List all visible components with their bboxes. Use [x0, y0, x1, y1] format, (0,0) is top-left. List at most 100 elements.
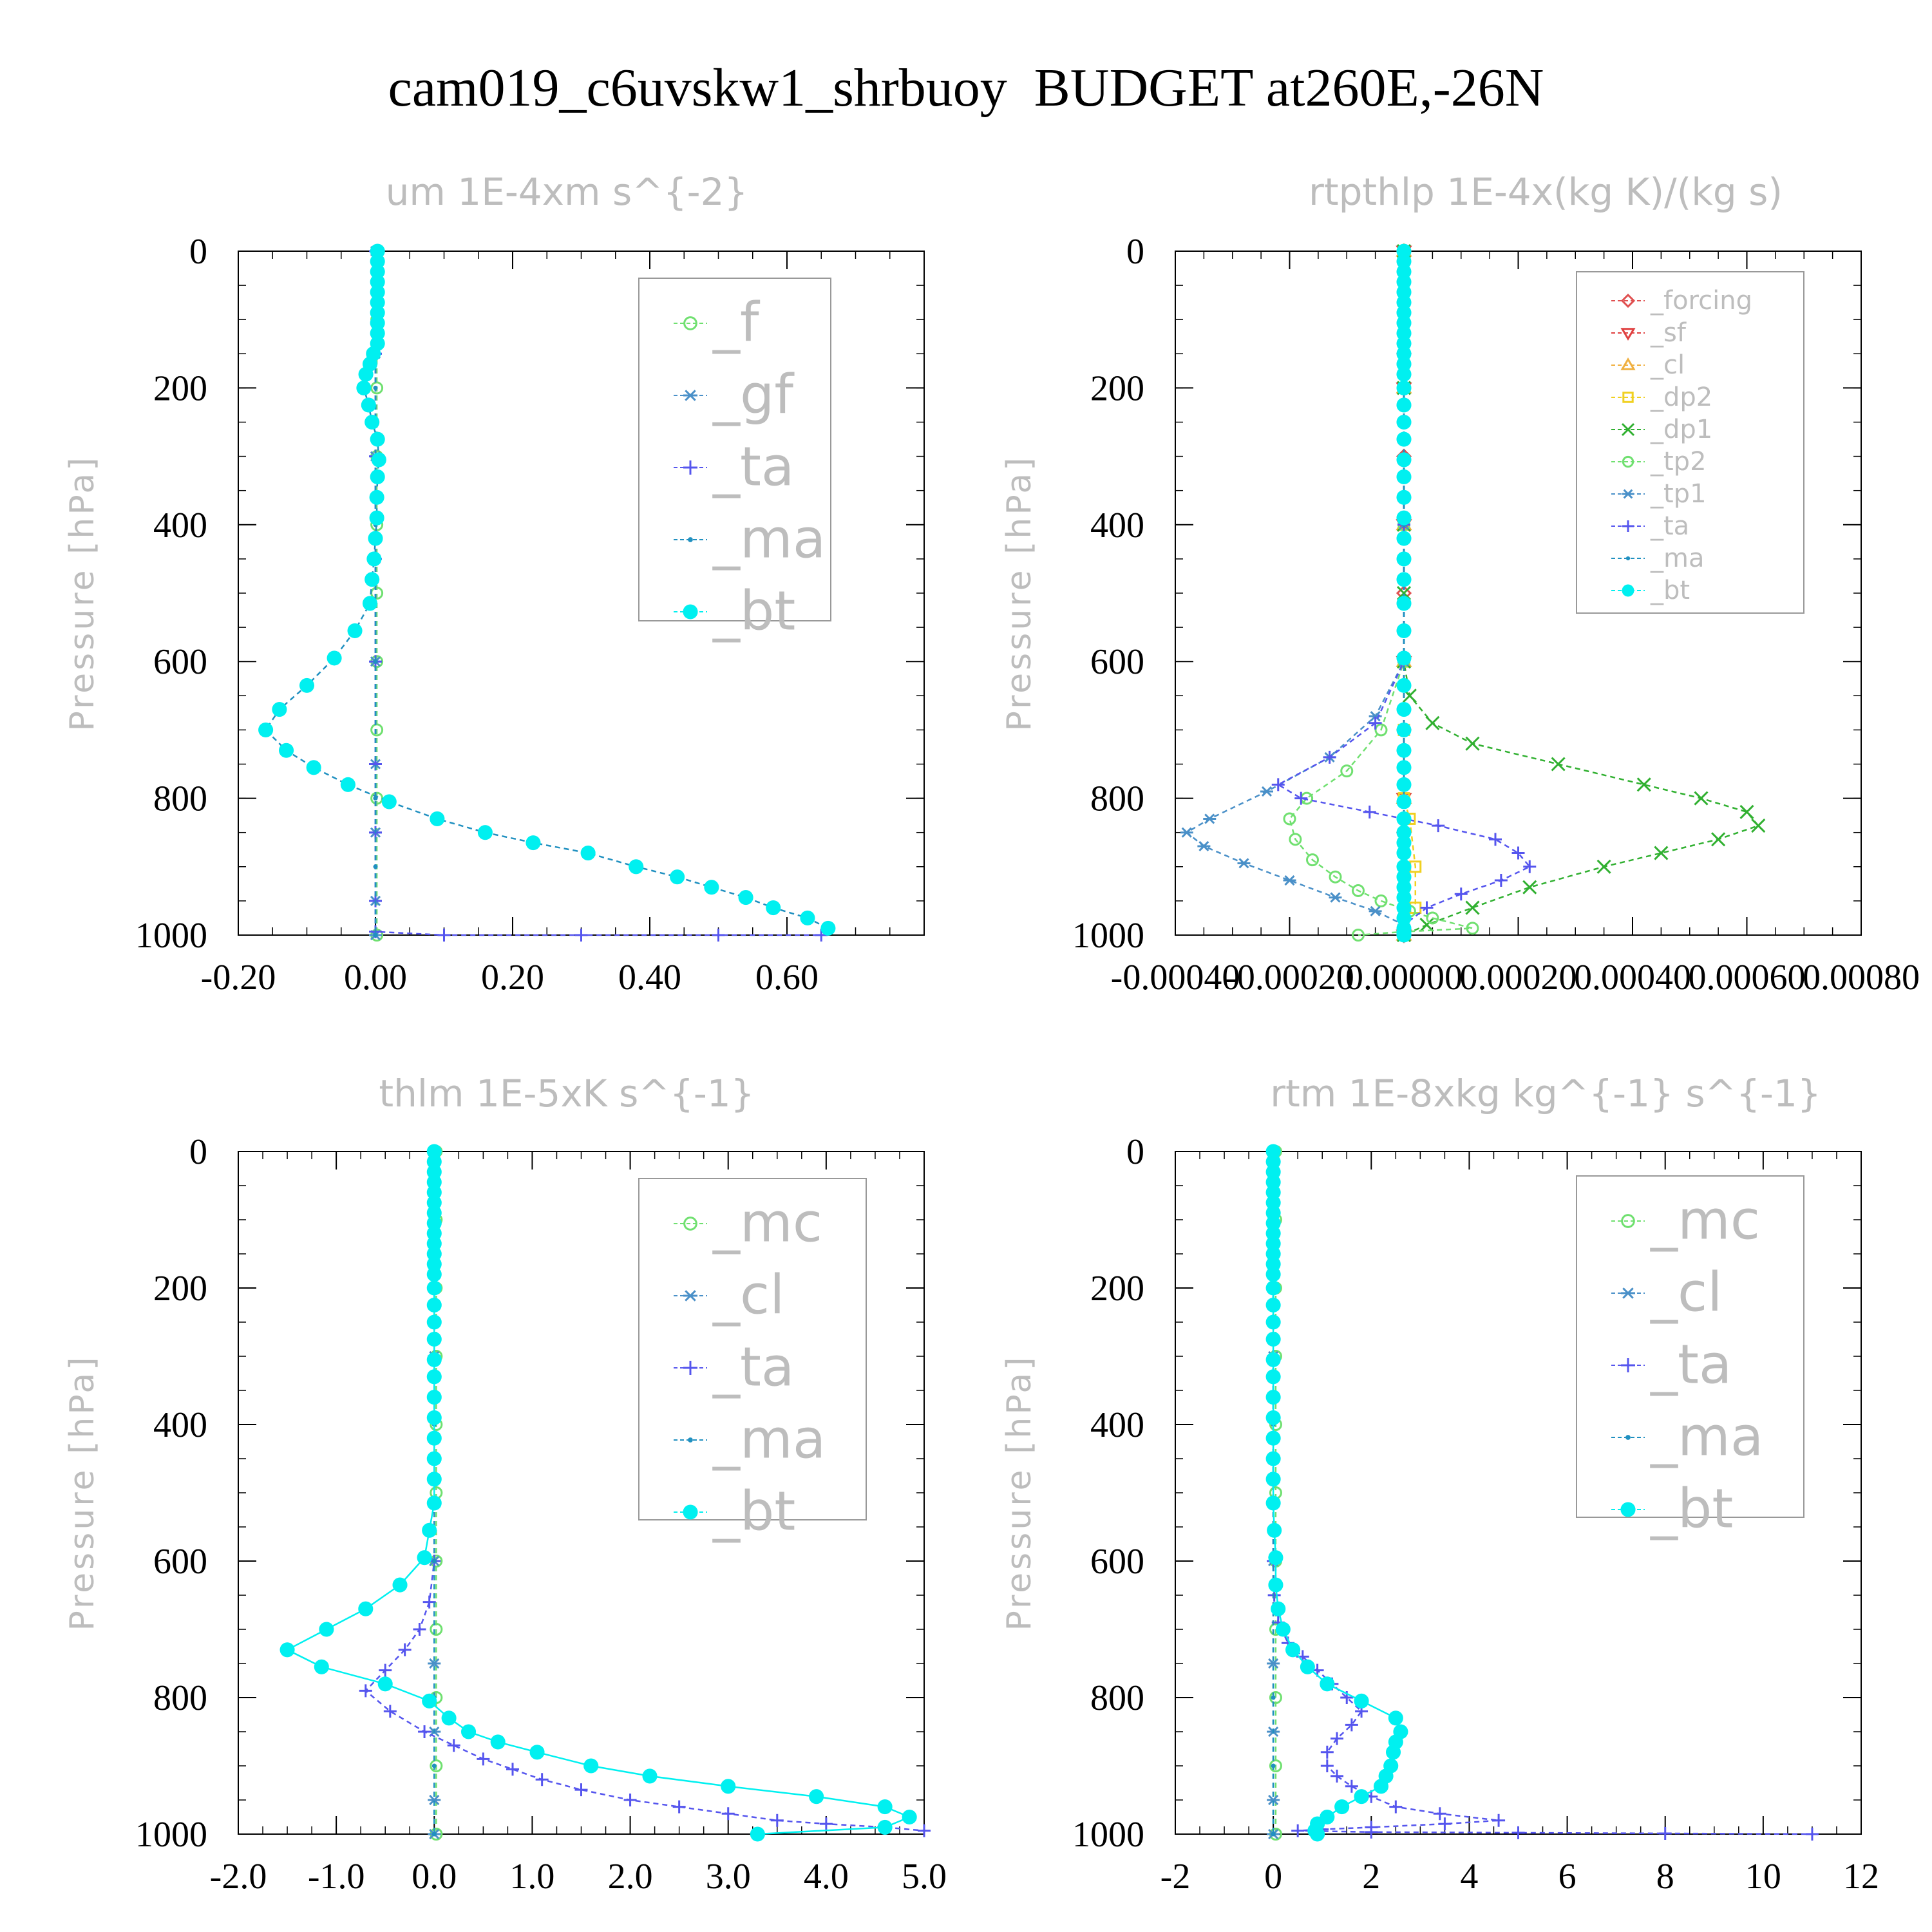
data-point	[1268, 1550, 1283, 1566]
x-tick-label: 0.00	[344, 958, 407, 998]
data-point	[766, 900, 781, 916]
legend-marker	[1620, 293, 1636, 308]
data-point	[370, 285, 385, 300]
data-point	[319, 1622, 334, 1637]
series-tp1	[1180, 245, 1410, 931]
data-point	[356, 380, 372, 395]
data-point	[1289, 833, 1302, 846]
data-point	[1396, 869, 1412, 885]
legend-marker	[683, 460, 697, 475]
data-point	[574, 929, 588, 942]
data-point	[1511, 1826, 1525, 1839]
data-point	[1396, 859, 1412, 875]
data-point	[1396, 743, 1412, 758]
data-point	[426, 1236, 442, 1251]
data-point	[1396, 380, 1412, 395]
data-point	[1265, 1205, 1281, 1220]
data-point	[704, 880, 719, 895]
y-tick-label: 800	[1090, 1678, 1144, 1718]
data-point	[383, 1705, 397, 1718]
legend-marker	[688, 1437, 693, 1443]
data-point	[721, 1779, 736, 1794]
x-tick-label: 1.0	[509, 1857, 554, 1897]
data-point	[506, 1763, 519, 1776]
legend-marker	[683, 1504, 698, 1520]
data-point	[279, 1642, 295, 1658]
data-point	[1396, 900, 1412, 916]
data-point	[306, 760, 321, 775]
legend: _forcing_sf_cl _dp2 _dp1 _tp2_tp1_ta _ma _bt	[1576, 271, 1804, 614]
x-tick-label: 3.0	[706, 1857, 751, 1897]
x-tick-label: 5.0	[902, 1857, 947, 1897]
data-point	[1385, 1745, 1401, 1760]
data-point	[426, 1185, 442, 1200]
data-point	[441, 1710, 457, 1726]
data-point	[370, 274, 385, 290]
y-tick-label: 400	[1090, 506, 1144, 545]
data-point	[426, 1451, 442, 1466]
data-point	[1265, 1236, 1281, 1251]
data-point	[426, 1352, 442, 1367]
data-point	[1267, 1658, 1280, 1669]
data-point	[1396, 469, 1412, 485]
data-point	[1396, 835, 1412, 851]
data-point	[1265, 1410, 1281, 1425]
data-point	[1438, 1817, 1452, 1831]
legend-label: _ma	[712, 1408, 826, 1471]
data-point	[1551, 757, 1566, 772]
data-point	[1396, 254, 1412, 269]
y-axis-label: Pressure [hPa]	[63, 455, 102, 732]
data-point	[477, 1752, 490, 1766]
data-point	[1658, 1826, 1672, 1840]
data-point	[426, 1256, 442, 1272]
y-tick-label: 0	[189, 1132, 207, 1172]
data-point	[1396, 356, 1412, 372]
y-tick-label: 600	[1090, 1542, 1144, 1582]
legend-label: _cl	[712, 1264, 785, 1327]
data-point	[1265, 1297, 1281, 1313]
data-point	[373, 385, 378, 390]
data-point	[426, 1164, 442, 1180]
data-point	[1265, 1331, 1281, 1347]
data-point	[370, 295, 385, 310]
data-point	[1265, 1472, 1281, 1487]
data-point	[1396, 777, 1412, 792]
data-point	[1329, 870, 1342, 884]
x-tick-label: -2.0	[210, 1857, 267, 1897]
data-point	[426, 1369, 442, 1385]
legend-marker	[683, 1361, 697, 1375]
chart-panel-4: -2 0 2 4 6 8 10 12 0 200 400 600 800 1000 rtm 1E-8xkg …	[1000, 1072, 1879, 1897]
data-point	[1396, 336, 1412, 351]
y-tick-label: 800	[1090, 779, 1144, 819]
data-point	[902, 1809, 917, 1825]
panel-title: rtpthlp 1E-4x(kg K)/(kg s)	[1309, 170, 1783, 214]
series-line	[1272, 1151, 1402, 1835]
data-point	[1396, 623, 1412, 638]
data-point	[370, 469, 385, 485]
data-point	[1396, 890, 1412, 905]
data-point	[1271, 1763, 1276, 1768]
data-point	[1265, 1246, 1281, 1262]
y-tick-label: 400	[153, 506, 207, 545]
data-point	[1654, 846, 1669, 860]
data-point	[272, 701, 287, 717]
data-point	[1396, 677, 1412, 693]
legend: _mc _cl _ta _ma _bt	[1576, 1175, 1804, 1540]
legend-label: _ma	[1650, 544, 1704, 573]
data-point	[738, 890, 753, 905]
data-point	[1354, 1693, 1369, 1709]
data-point	[370, 315, 385, 331]
data-point	[1267, 1794, 1280, 1806]
data-point	[1522, 880, 1537, 895]
data-point	[1271, 1832, 1276, 1837]
legend-label: _dp1	[1650, 415, 1712, 444]
legend-marker	[1622, 584, 1634, 597]
data-point	[770, 1814, 784, 1827]
y-tick-label: 600	[153, 1542, 207, 1582]
x-tick-label: 0.00040	[1574, 958, 1691, 998]
legend-marker	[1625, 1435, 1631, 1440]
data-point	[1465, 900, 1480, 915]
x-tick-label: 4	[1460, 1857, 1478, 1897]
data-point	[426, 1430, 442, 1446]
data-point	[426, 1154, 442, 1170]
